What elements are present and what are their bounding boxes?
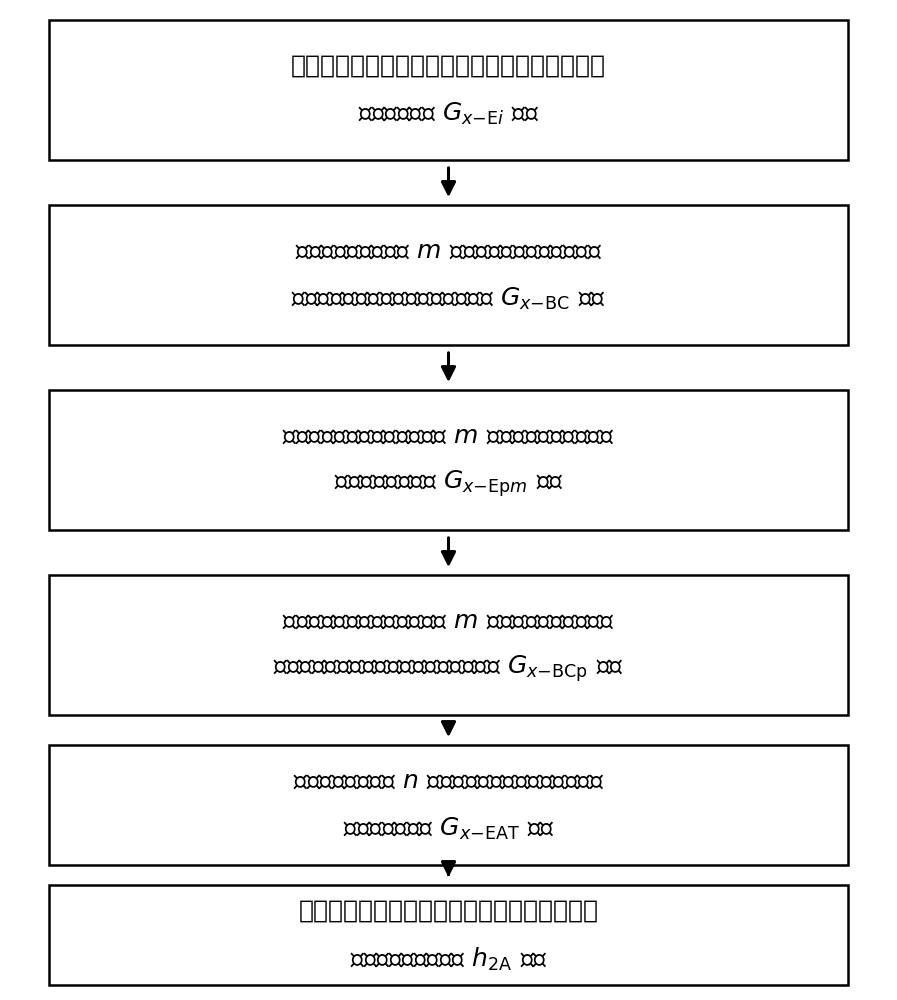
Text: 副簧根部平直段厚度 $h_{\mathrm{2A}}$ 设计: 副簧根部平直段厚度 $h_{\mathrm{2A}}$ 设计 <box>350 945 547 973</box>
Text: 端点变形系数 $G_{x\mathrm{-E}i}$ 计算: 端点变形系数 $G_{x\mathrm{-E}i}$ 计算 <box>358 101 539 127</box>
Bar <box>49 205 848 345</box>
Text: 端点受力情况下的第 $m$ 片端部加强型变截面主簧在: 端点受力情况下的第 $m$ 片端部加强型变截面主簧在 <box>295 239 602 263</box>
Text: 簧的端点变形系数 $G_{x\mathrm{-Ep}m}$ 计算: 簧的端点变形系数 $G_{x\mathrm{-Ep}m}$ 计算 <box>334 469 563 499</box>
Text: 非端部接触式少片端部加强型变截面主副簧的: 非端部接触式少片端部加强型变截面主副簧的 <box>299 899 598 923</box>
Bar <box>49 20 848 160</box>
Bar <box>49 390 848 530</box>
Text: 主副簧接触点受力情况下的第 $m$ 片端部加强型变截面主: 主副簧接触点受力情况下的第 $m$ 片端部加强型变截面主 <box>283 609 614 633</box>
Text: 端点受力情况下的 $n$ 片端部加强型变截面叠加副簧的: 端点受力情况下的 $n$ 片端部加强型变截面叠加副簧的 <box>292 769 605 793</box>
Text: 端点受力情况下的各片端部加强型变截面主簧的: 端点受力情况下的各片端部加强型变截面主簧的 <box>291 54 606 78</box>
Text: 主副簧接触点受力情况下的第 $m$ 片端部加强型变截面主: 主副簧接触点受力情况下的第 $m$ 片端部加强型变截面主 <box>283 424 614 448</box>
Bar <box>49 745 848 865</box>
Bar <box>49 575 848 715</box>
Text: 簧在抛物线段与副簧接触点处的变形系数 $G_{x\mathrm{-BCp}}$ 计算: 簧在抛物线段与副簧接触点处的变形系数 $G_{x\mathrm{-BCp}}$ … <box>273 654 624 684</box>
Text: 抛物线段与副簧接触点处的变形系数 $G_{x\mathrm{-BC}}$ 计算: 抛物线段与副簧接触点处的变形系数 $G_{x\mathrm{-BC}}$ 计算 <box>292 286 605 312</box>
Text: 总端点变形系数 $G_{x\mathrm{-EAT}}$ 计算: 总端点变形系数 $G_{x\mathrm{-EAT}}$ 计算 <box>343 816 554 842</box>
Bar <box>49 885 848 985</box>
